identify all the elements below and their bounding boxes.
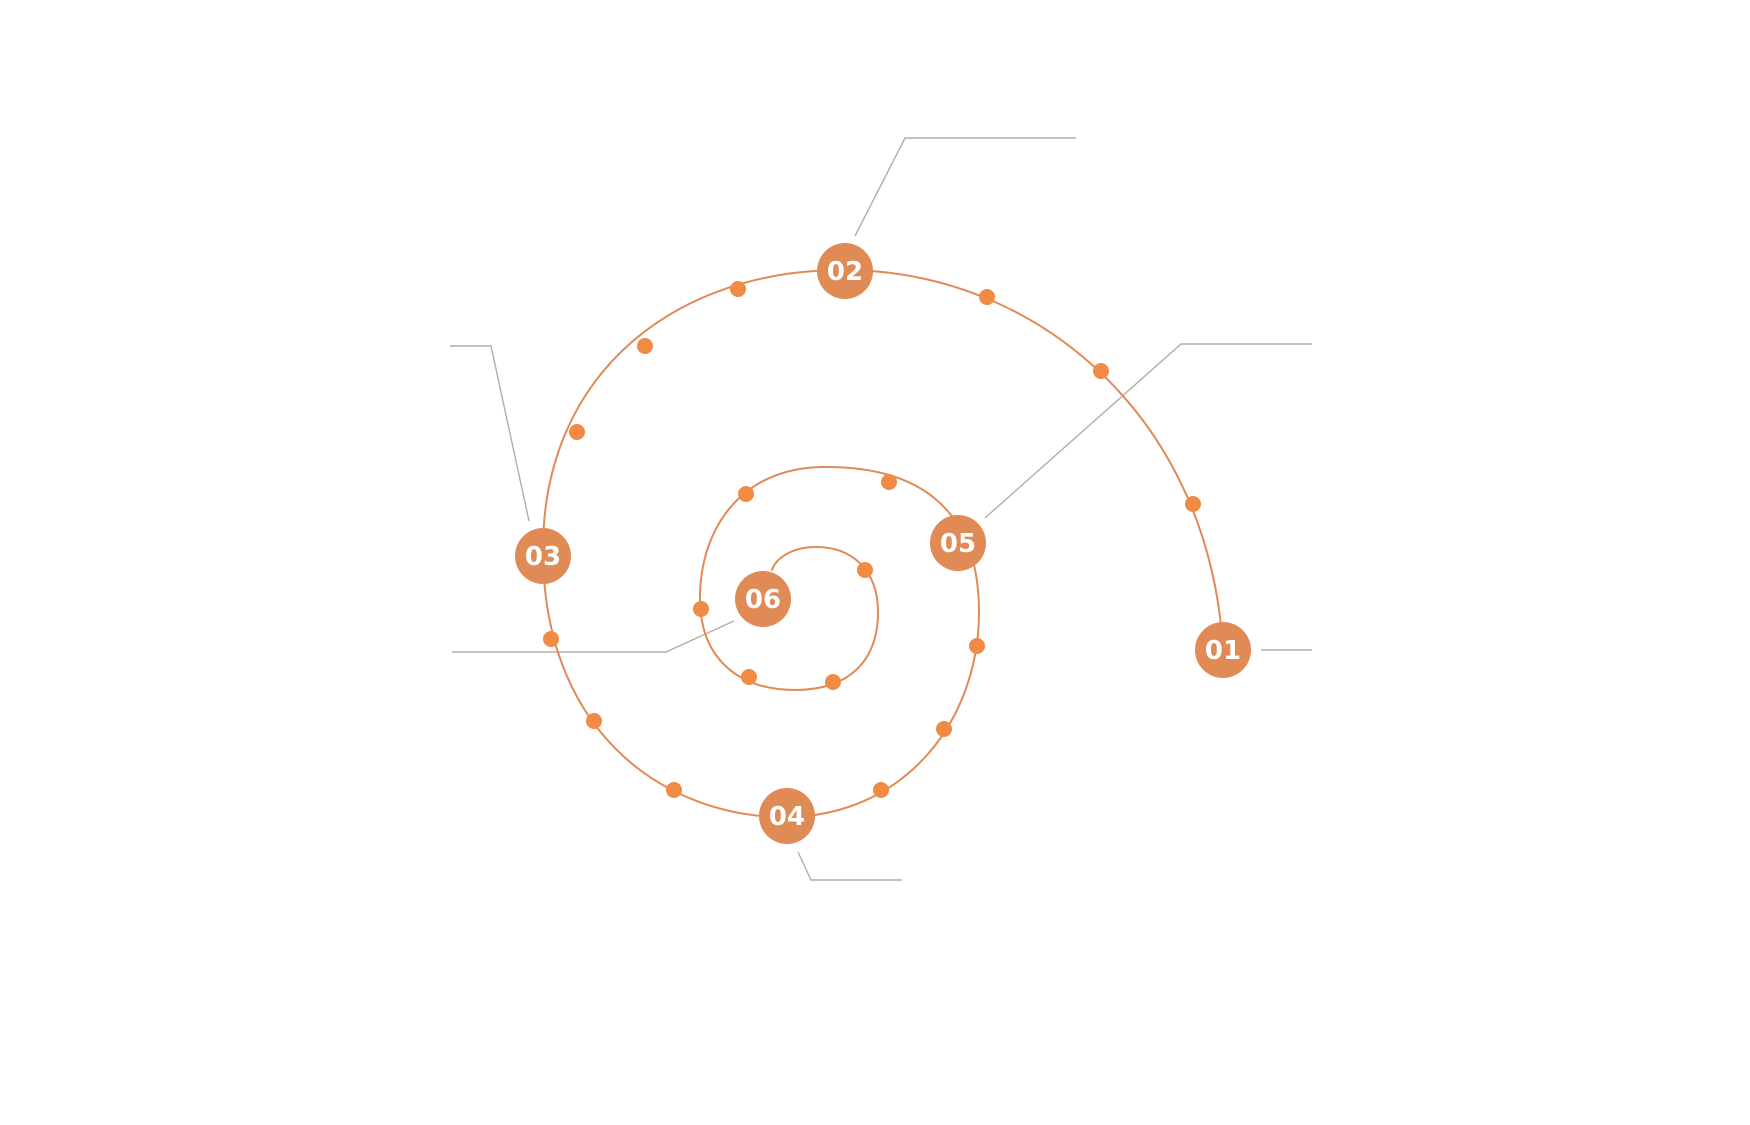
step-badge-03: 03	[515, 528, 571, 584]
step-badge-label: 05	[940, 529, 976, 559]
step-badge-05: 05	[930, 515, 986, 571]
step-badge-04: 04	[759, 788, 815, 844]
leader-line-02	[854, 137, 1076, 237]
spiral-dot	[586, 713, 602, 729]
leader-line-06	[452, 620, 735, 653]
spiral-dot	[738, 486, 754, 502]
spiral-dot	[825, 674, 841, 690]
leader-line-05	[984, 343, 1312, 519]
spiral-dots	[543, 281, 1201, 798]
leader-line-03	[450, 345, 530, 522]
step-badge-01: 01	[1195, 622, 1251, 678]
step-badge-label: 02	[827, 257, 863, 287]
spiral-dot	[936, 721, 952, 737]
spiral-dot	[693, 601, 709, 617]
spiral-dot	[569, 424, 585, 440]
leader-lines	[450, 137, 1312, 881]
spiral-dot	[979, 289, 995, 305]
spiral-dot	[666, 782, 682, 798]
step-badge-label: 06	[745, 585, 781, 615]
spiral-dot	[969, 638, 985, 654]
step-badge-02: 02	[817, 243, 873, 299]
spiral-curve	[541, 268, 1224, 819]
spiral-dot	[543, 631, 559, 647]
spiral-dot	[730, 281, 746, 297]
step-badge-circle	[759, 788, 815, 844]
step-badge-06: 06	[735, 571, 791, 627]
spiral-dot	[741, 669, 757, 685]
spiral-dot	[1093, 363, 1109, 379]
step-badge-circle	[930, 515, 986, 571]
spiral-dot	[873, 782, 889, 798]
leader-line-04	[797, 851, 902, 881]
spiral-dot	[1185, 496, 1201, 512]
spiral-dot	[857, 562, 873, 578]
spiral-dot	[637, 338, 653, 354]
step-badge-circle	[1195, 622, 1251, 678]
step-badge-circle	[735, 571, 791, 627]
spiral-dot	[881, 474, 897, 490]
step-badge-circle	[515, 528, 571, 584]
step-badge-circle	[817, 243, 873, 299]
step-badge-label: 01	[1205, 636, 1241, 666]
step-badge-label: 03	[525, 542, 561, 572]
step-badge-label: 04	[769, 802, 805, 832]
